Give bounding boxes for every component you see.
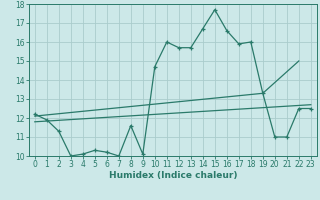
X-axis label: Humidex (Indice chaleur): Humidex (Indice chaleur) bbox=[108, 171, 237, 180]
